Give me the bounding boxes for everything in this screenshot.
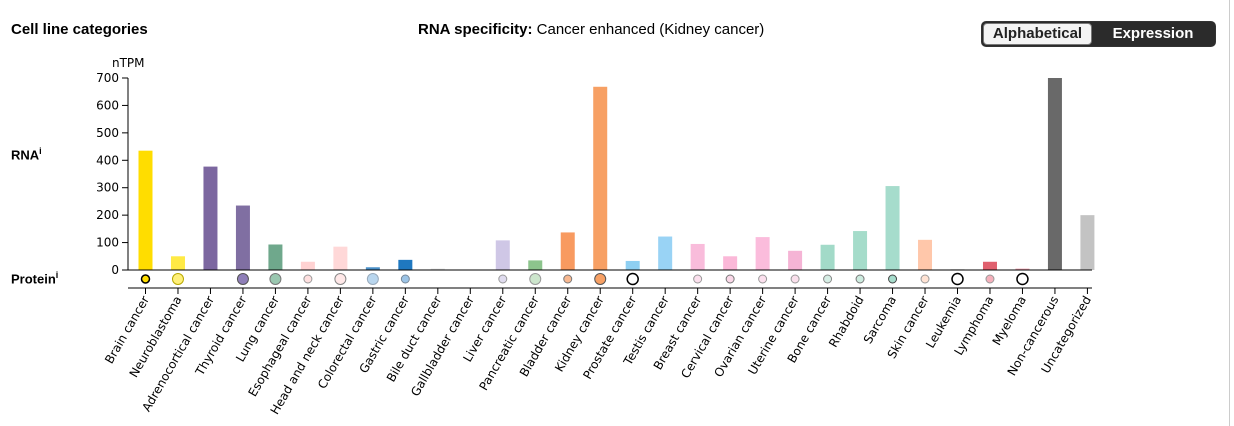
protein-dot[interactable] xyxy=(823,274,833,284)
bar-head-and-neck-cancer[interactable] xyxy=(333,246,348,270)
y-tick-label: 400 xyxy=(96,153,119,167)
y-tick-label: 700 xyxy=(96,71,119,85)
protein-dot[interactable] xyxy=(334,273,347,285)
sort-expression-button[interactable]: Expression xyxy=(1112,25,1194,42)
bar-adrenocortical-cancer[interactable] xyxy=(203,166,218,270)
protein-dot[interactable] xyxy=(725,274,735,284)
protein-dot[interactable] xyxy=(171,273,184,285)
bar-gastric-cancer[interactable] xyxy=(398,259,413,270)
bar-ovarian-cancer[interactable] xyxy=(755,237,770,270)
bar-bile-duct-cancer[interactable] xyxy=(430,268,445,270)
protein-dot[interactable] xyxy=(563,274,573,284)
y-tick-label: 200 xyxy=(96,208,119,222)
protein-row-label: Proteini xyxy=(11,270,58,286)
bar-bladder-cancer[interactable] xyxy=(560,232,575,270)
bar-cervical-cancer[interactable] xyxy=(723,256,738,270)
protein-dot[interactable] xyxy=(951,272,964,286)
rna-specificity-value: Cancer enhanced (Kidney cancer) xyxy=(536,21,765,38)
protein-dot[interactable] xyxy=(498,274,508,284)
y-tick-label: 600 xyxy=(96,98,119,112)
protein-dot[interactable] xyxy=(1016,272,1029,286)
protein-dot[interactable] xyxy=(626,272,639,286)
bar-skin-cancer[interactable] xyxy=(918,239,933,270)
protein-dot[interactable] xyxy=(855,274,865,284)
bar-prostate-cancer[interactable] xyxy=(625,260,640,270)
bar-bone-cancer[interactable] xyxy=(820,244,835,270)
y-tick-label: 0 xyxy=(111,263,119,277)
rna-row-label: RNAi xyxy=(11,146,42,162)
category-label[interactable]: Colorectal cancer xyxy=(315,293,380,391)
category-label[interactable]: Pancreatic cancer xyxy=(476,293,541,392)
protein-dot[interactable] xyxy=(758,274,768,284)
rna-specificity-label: RNA specificity: xyxy=(418,21,533,38)
protein-dot[interactable] xyxy=(985,274,995,284)
protein-dot[interactable] xyxy=(269,273,282,285)
bar-lymphoma[interactable] xyxy=(982,261,997,270)
bar-neuroblastoma[interactable] xyxy=(170,256,185,270)
sort-toggle: Alphabetical Expression xyxy=(981,21,1216,47)
section-title: Cell line categories xyxy=(11,21,148,38)
bar-colorectal-cancer[interactable] xyxy=(365,267,380,270)
bar-breast-cancer[interactable] xyxy=(690,243,705,270)
y-axis-label: nTPM xyxy=(112,56,145,70)
sort-alphabetical-button[interactable]: Alphabetical xyxy=(983,23,1092,45)
panel-divider xyxy=(1229,0,1230,426)
protein-dot[interactable] xyxy=(920,274,930,284)
bar-uncategorized[interactable] xyxy=(1080,215,1095,270)
protein-dot[interactable] xyxy=(400,274,410,284)
protein-dot[interactable] xyxy=(888,274,898,284)
protein-dot[interactable] xyxy=(594,273,607,285)
protein-info-icon[interactable]: i xyxy=(55,270,59,280)
protein-dot[interactable] xyxy=(140,274,151,284)
bar-liver-cancer[interactable] xyxy=(495,240,510,270)
rna-label-text: RNA xyxy=(11,147,40,163)
bar-pancreatic-cancer[interactable] xyxy=(528,260,543,270)
bar-lung-cancer[interactable] xyxy=(268,244,283,270)
protein-label-text: Protein xyxy=(11,271,56,287)
bar-sarcoma[interactable] xyxy=(885,186,900,270)
bar-testis-cancer[interactable] xyxy=(658,236,673,270)
y-tick-label: 100 xyxy=(96,236,119,250)
rna-info-icon[interactable]: i xyxy=(39,146,42,156)
bar-myeloma[interactable] xyxy=(1015,268,1030,270)
bar-thyroid-cancer[interactable] xyxy=(235,205,250,270)
y-tick-label: 500 xyxy=(96,126,119,140)
bar-esophageal-cancer[interactable] xyxy=(300,261,315,270)
protein-dot[interactable] xyxy=(790,274,800,284)
protein-dot[interactable] xyxy=(236,273,249,285)
bar-non-cancerous[interactable] xyxy=(1047,78,1062,270)
protein-dot[interactable] xyxy=(366,273,379,285)
y-tick-label: 300 xyxy=(96,181,119,195)
bar-rhabdoid[interactable] xyxy=(853,231,868,270)
protein-dot[interactable] xyxy=(529,273,542,285)
rna-specificity-title: RNA specificity: Cancer enhanced (Kidney… xyxy=(418,21,764,38)
protein-dot[interactable] xyxy=(303,274,313,284)
bar-brain-cancer[interactable] xyxy=(138,150,153,270)
bar-kidney-cancer[interactable] xyxy=(593,86,608,270)
bar-uterine-cancer[interactable] xyxy=(788,250,803,270)
protein-dot[interactable] xyxy=(693,274,703,284)
